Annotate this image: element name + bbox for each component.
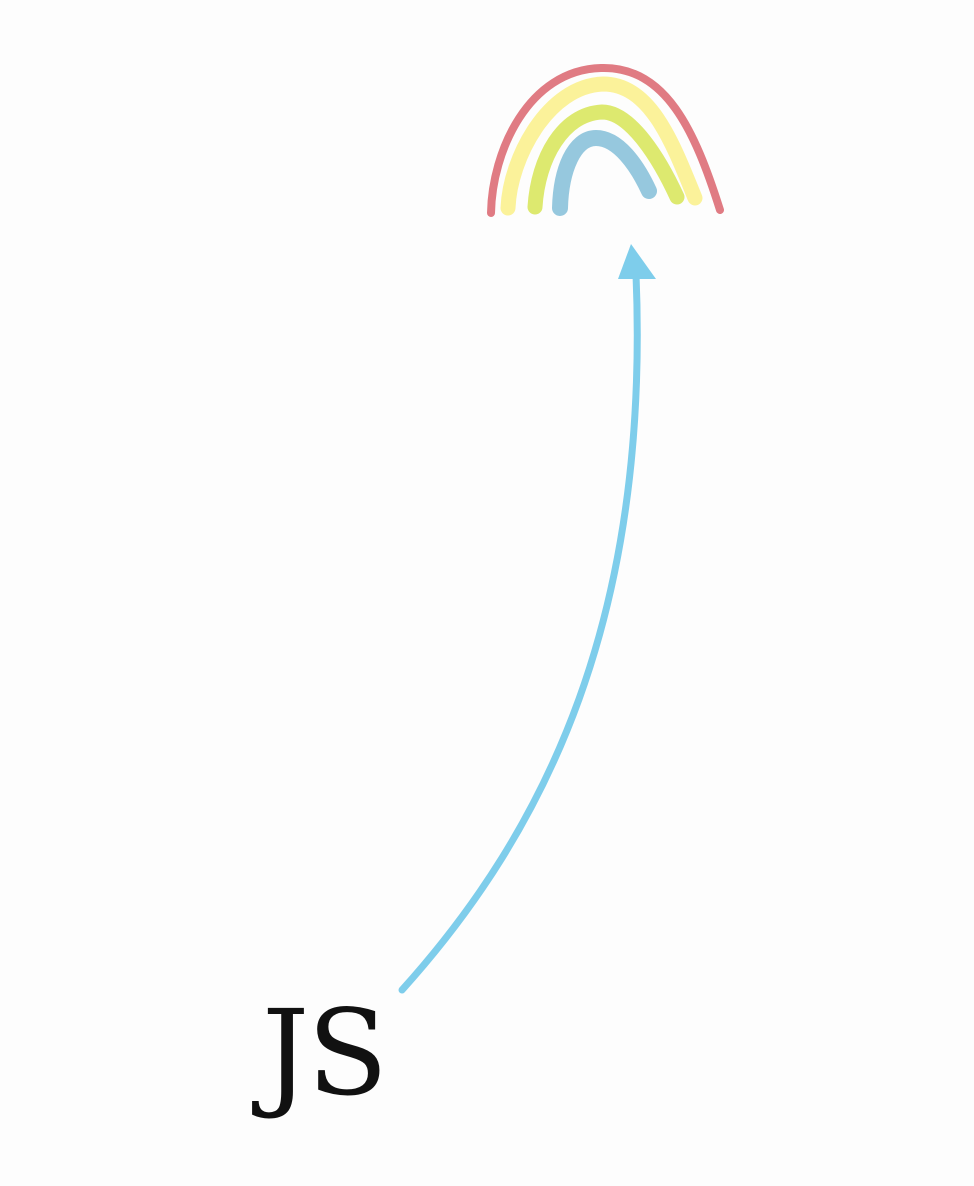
rainbow-icon: [487, 63, 724, 217]
arrow-head: [618, 244, 656, 279]
arrow-shaft: [398, 270, 641, 994]
rainbow-band-third: [527, 104, 685, 215]
rainbow-band-inner: [552, 129, 657, 216]
js-label: JS: [262, 984, 388, 1122]
arrow-up-icon: [398, 244, 656, 994]
rainbow-band-second: [500, 76, 703, 216]
rainbow-band-outer: [487, 63, 724, 217]
